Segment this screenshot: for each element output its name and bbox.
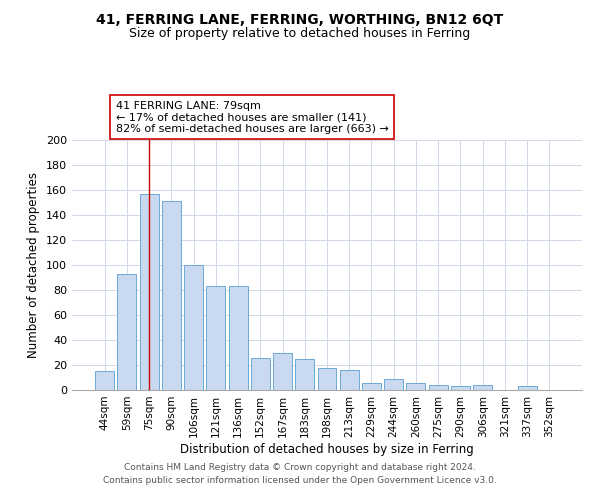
Bar: [406, 382, 425, 390]
Bar: [140, 194, 158, 390]
Bar: [295, 359, 314, 390]
Bar: [95, 371, 114, 390]
Text: Contains public sector information licensed under the Open Government Licence v3: Contains public sector information licen…: [103, 476, 497, 485]
Bar: [518, 386, 536, 390]
Bar: [118, 274, 136, 390]
Y-axis label: Number of detached properties: Number of detached properties: [28, 172, 40, 358]
Bar: [184, 265, 203, 390]
X-axis label: Distribution of detached houses by size in Ferring: Distribution of detached houses by size …: [180, 442, 474, 456]
Bar: [429, 385, 448, 390]
Bar: [340, 370, 359, 390]
Bar: [206, 286, 225, 390]
Text: 41, FERRING LANE, FERRING, WORTHING, BN12 6QT: 41, FERRING LANE, FERRING, WORTHING, BN1…: [97, 12, 503, 26]
Bar: [251, 358, 270, 390]
Bar: [229, 286, 248, 390]
Bar: [473, 385, 492, 390]
Bar: [451, 386, 470, 390]
Bar: [317, 368, 337, 390]
Text: 41 FERRING LANE: 79sqm
← 17% of detached houses are smaller (141)
82% of semi-de: 41 FERRING LANE: 79sqm ← 17% of detached…: [116, 100, 389, 134]
Bar: [384, 379, 403, 390]
Bar: [162, 201, 181, 390]
Bar: [273, 352, 292, 390]
Bar: [362, 382, 381, 390]
Text: Size of property relative to detached houses in Ferring: Size of property relative to detached ho…: [130, 28, 470, 40]
Text: Contains HM Land Registry data © Crown copyright and database right 2024.: Contains HM Land Registry data © Crown c…: [124, 464, 476, 472]
